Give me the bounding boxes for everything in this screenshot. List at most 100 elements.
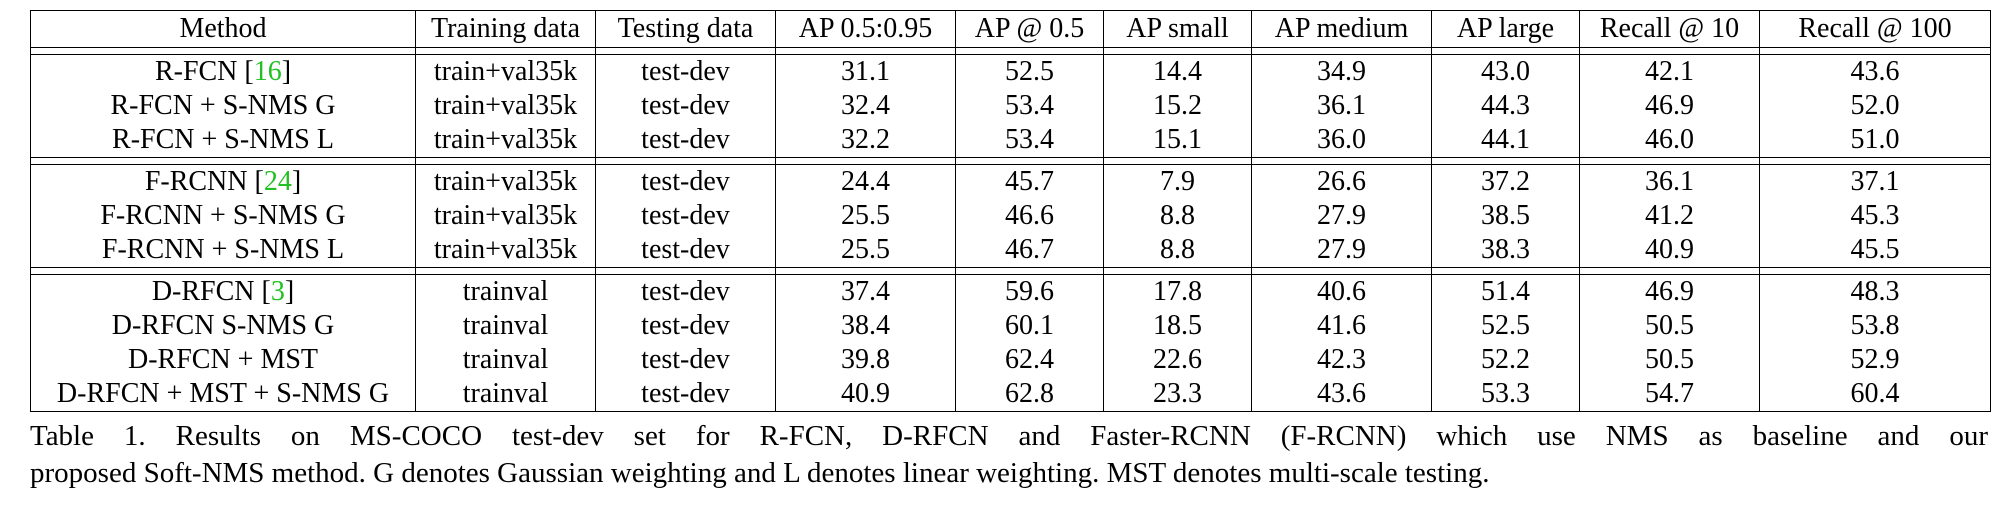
training-data-cell: trainval (415, 309, 596, 343)
citation-link[interactable]: 3 (270, 276, 285, 307)
group-separator (30, 47, 1991, 55)
separator-cell (1103, 267, 1252, 275)
metric-cell: 53.3 (1431, 377, 1580, 412)
method-cell: F-RCNN [24] (30, 164, 416, 199)
separator-cell (1579, 267, 1760, 275)
metric-cell: 8.8 (1103, 233, 1252, 268)
metric-cell: 37.2 (1431, 164, 1580, 199)
separator-cell (415, 267, 596, 275)
separator-cell (1251, 267, 1432, 275)
method-cell: F-RCNN + S-NMS L (30, 233, 416, 268)
separator-cell (1431, 47, 1580, 55)
training-data-cell: train+val35k (415, 54, 596, 89)
citation-close-bracket: ] (291, 166, 302, 197)
metric-cell: 32.2 (775, 123, 956, 158)
method-name: R-FCN + S-NMS L (112, 124, 334, 155)
metric-cell: 51.0 (1759, 123, 1991, 158)
training-data-cell: trainval (415, 274, 596, 309)
citation-open-bracket: [ (261, 276, 271, 307)
metric-cell: 42.3 (1251, 343, 1432, 377)
metric-cell: 50.5 (1579, 309, 1760, 343)
separator-cell (1251, 47, 1432, 55)
training-data-cell: train+val35k (415, 199, 596, 233)
separator-cell (775, 47, 956, 55)
method-name: D-RFCN S-NMS G (111, 310, 335, 341)
metric-cell: 45.7 (955, 164, 1104, 199)
metric-cell: 43.0 (1431, 54, 1580, 89)
testing-data-cell: test-dev (595, 233, 776, 268)
metric-cell: 51.4 (1431, 274, 1580, 309)
table-row: R-FCN [16] train+val35k test-dev 31.1 52.5 14… (30, 54, 1991, 89)
results-table: Method Training data Testing data AP 0.5:0.… (30, 10, 1991, 412)
method-cell: D-RFCN + MST (30, 343, 416, 377)
training-data-cell: trainval (415, 377, 596, 412)
testing-data-cell: test-dev (595, 164, 776, 199)
separator-cell (595, 47, 776, 55)
method-name: F-RCNN (144, 166, 255, 197)
caption-line-2: proposed Soft-NMS method. G denotes Gaus… (30, 457, 1490, 489)
metric-cell: 44.3 (1431, 89, 1580, 123)
metric-cell: 53.8 (1759, 309, 1991, 343)
column-header: Testing data (595, 10, 776, 48)
metric-cell: 52.9 (1759, 343, 1991, 377)
method-cell: F-RCNN + S-NMS G (30, 199, 416, 233)
separator-cell (1759, 267, 1991, 275)
metric-cell: 7.9 (1103, 164, 1252, 199)
header-row: Method Training data Testing data AP 0.5:0.… (30, 10, 1991, 48)
table-row: D-RFCN S-NMS G trainval test-dev 38.4 60.1 18… (30, 309, 1991, 343)
metric-cell: 43.6 (1251, 377, 1432, 412)
metric-cell: 26.6 (1251, 164, 1432, 199)
metric-cell: 46.9 (1579, 89, 1760, 123)
metric-cell: 62.4 (955, 343, 1104, 377)
metric-cell: 8.8 (1103, 199, 1252, 233)
citation-close-bracket: ] (281, 56, 292, 87)
method-name: F-RCNN + S-NMS G (100, 200, 346, 231)
citation-link[interactable]: 24 (263, 166, 292, 197)
metric-cell: 24.4 (775, 164, 956, 199)
metric-cell: 60.1 (955, 309, 1104, 343)
separator-cell (1103, 47, 1252, 55)
testing-data-cell: test-dev (595, 377, 776, 412)
training-data-cell: train+val35k (415, 233, 596, 268)
separator-cell (775, 267, 956, 275)
metric-cell: 46.7 (955, 233, 1104, 268)
citation-open-bracket: [ (244, 56, 254, 87)
testing-data-cell: test-dev (595, 89, 776, 123)
metric-cell: 43.6 (1759, 54, 1991, 89)
metric-cell: 36.0 (1251, 123, 1432, 158)
metric-cell: 46.0 (1579, 123, 1760, 158)
metric-cell: 25.5 (775, 233, 956, 268)
citation-link[interactable]: 16 (253, 56, 282, 87)
separator-cell (1579, 47, 1760, 55)
metric-cell: 60.4 (1759, 377, 1991, 412)
separator-cell (30, 267, 416, 275)
caption-line-1: Table 1. Results on MS-COCO test-dev set… (30, 420, 1988, 452)
separator-cell (955, 47, 1104, 55)
metric-cell: 40.9 (775, 377, 956, 412)
metric-cell: 46.9 (1579, 274, 1760, 309)
metric-cell: 41.6 (1251, 309, 1432, 343)
metric-cell: 52.5 (1431, 309, 1580, 343)
separator-cell (30, 47, 416, 55)
separator-cell (1579, 157, 1760, 165)
metric-cell: 59.6 (955, 274, 1104, 309)
method-name: R-FCN (154, 56, 245, 87)
metric-cell: 25.5 (775, 199, 956, 233)
metric-cell: 22.6 (1103, 343, 1252, 377)
method-name: D-RFCN + MST (127, 344, 319, 375)
testing-data-cell: test-dev (595, 54, 776, 89)
metric-cell: 38.4 (775, 309, 956, 343)
separator-cell (415, 157, 596, 165)
column-header: AP small (1103, 10, 1252, 48)
method-cell: D-RFCN [3] (30, 274, 416, 309)
method-cell: R-FCN [16] (30, 54, 416, 89)
separator-cell (955, 157, 1104, 165)
metric-cell: 23.3 (1103, 377, 1252, 412)
separator-cell (595, 157, 776, 165)
method-cell: R-FCN + S-NMS L (30, 123, 416, 158)
separator-cell (775, 157, 956, 165)
table-body: R-FCN [16] train+val35k test-dev 31.1 52.5 14… (30, 47, 1991, 412)
figure: Method Training data Testing data AP 0.5:0.… (30, 10, 1991, 492)
